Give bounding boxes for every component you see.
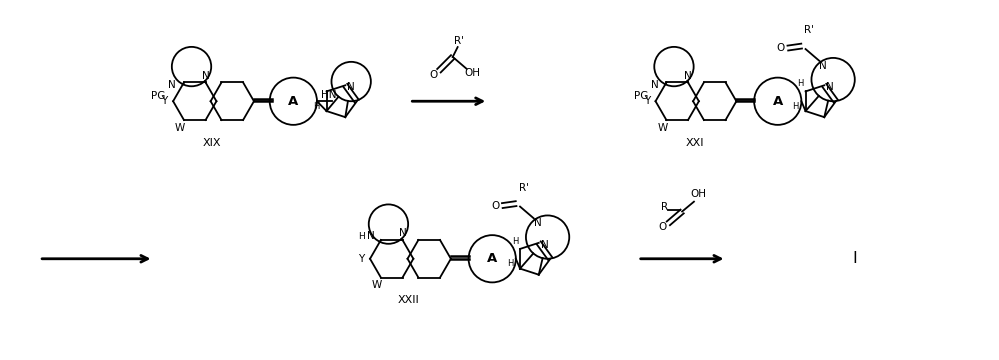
Text: N: N [533, 218, 541, 228]
Text: H: H [358, 231, 365, 240]
Text: N: N [399, 228, 407, 238]
Text: A: A [772, 95, 783, 108]
Text: R': R' [518, 183, 528, 193]
Text: XXII: XXII [399, 295, 420, 305]
Text: N: N [202, 71, 210, 81]
Text: W: W [372, 280, 382, 291]
Text: N: N [168, 80, 176, 90]
Text: OH: OH [465, 68, 481, 78]
Text: N: N [684, 71, 692, 81]
Text: Y: Y [358, 254, 365, 264]
Text: O: O [429, 69, 438, 80]
Text: Y: Y [643, 96, 649, 106]
Text: N: N [348, 82, 355, 92]
Text: PG: PG [151, 91, 166, 101]
Text: I: I [852, 251, 857, 266]
Text: HN: HN [321, 90, 337, 100]
Text: R': R' [804, 25, 814, 35]
Text: XIX: XIX [203, 138, 222, 148]
Text: A: A [488, 252, 498, 265]
Text: Y: Y [161, 96, 168, 106]
Text: W: W [657, 123, 667, 133]
Text: N: N [819, 61, 827, 71]
Text: O: O [658, 222, 666, 232]
Text: N: N [540, 240, 548, 250]
Text: N: N [368, 231, 375, 241]
Text: H: H [792, 102, 799, 111]
Text: R': R' [454, 36, 464, 46]
Text: H: H [507, 259, 513, 268]
Text: PG: PG [633, 91, 648, 101]
Text: OH: OH [690, 189, 706, 199]
Text: O: O [777, 43, 785, 53]
Text: R: R [661, 202, 668, 212]
Text: H: H [511, 237, 518, 246]
Text: XXI: XXI [685, 138, 703, 148]
Text: W: W [175, 123, 185, 133]
Text: N: N [826, 82, 834, 92]
Text: O: O [492, 201, 500, 211]
Text: H: H [797, 79, 804, 88]
Text: N: N [650, 80, 658, 90]
Text: H: H [314, 102, 320, 111]
Text: A: A [289, 95, 299, 108]
